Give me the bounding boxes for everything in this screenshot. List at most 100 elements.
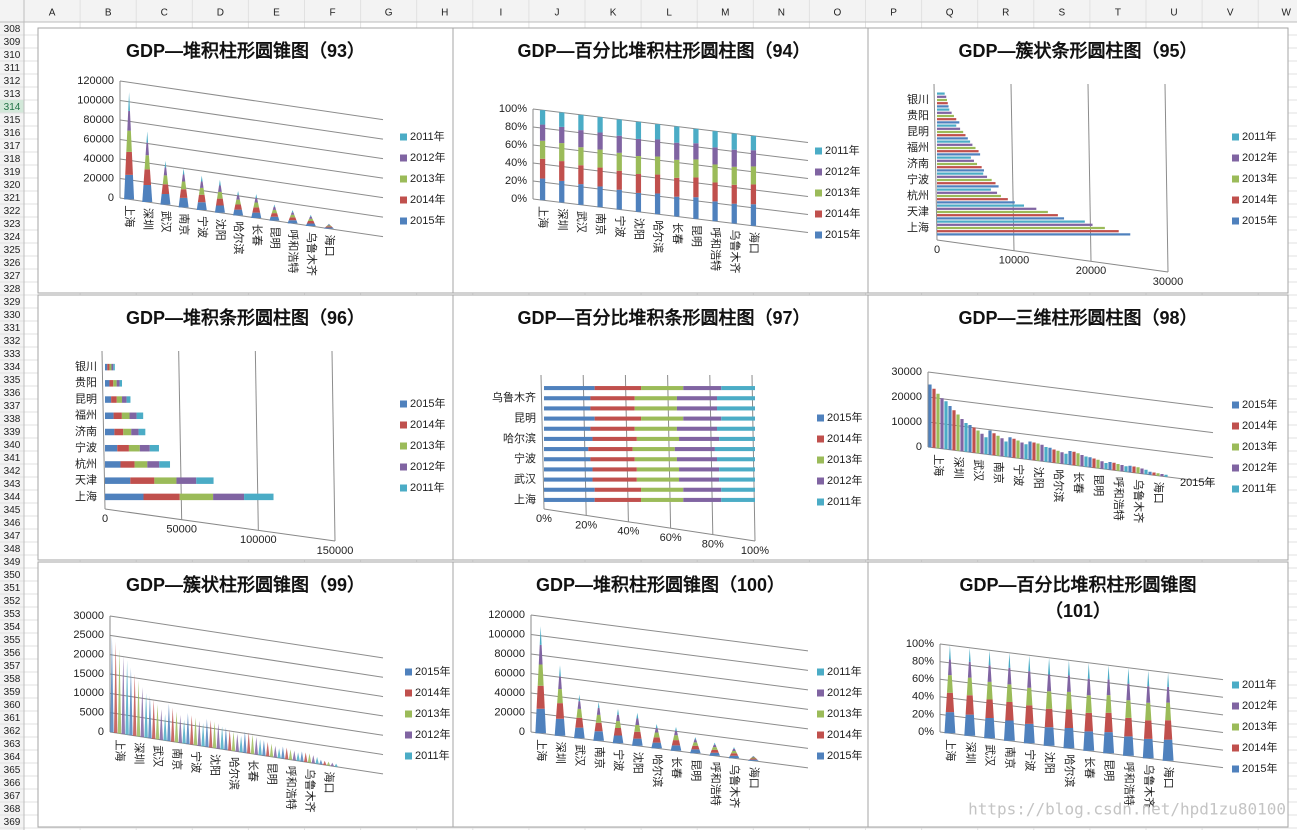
bar-segment <box>147 461 160 468</box>
cone-segment <box>968 647 971 662</box>
cone-segment <box>199 181 204 188</box>
cone-segment <box>985 699 994 719</box>
cone-segment <box>1122 736 1134 756</box>
y-tick-label: 武汉 <box>514 472 536 485</box>
bar <box>937 226 1105 230</box>
bar <box>1132 466 1136 473</box>
bar-segment <box>674 142 680 160</box>
cone <box>258 739 262 756</box>
cone <box>148 695 152 739</box>
cone <box>330 762 335 767</box>
bar-segment <box>578 147 584 166</box>
cone-segment <box>731 750 737 754</box>
cone-segment <box>1165 702 1172 721</box>
bar-segment <box>634 457 677 462</box>
bar-segment <box>120 461 135 468</box>
cone-segment <box>1026 687 1033 706</box>
bar-segment <box>693 197 699 219</box>
cone-segment <box>146 131 149 143</box>
legend-swatch <box>817 477 824 485</box>
bar <box>937 172 984 175</box>
legend-label: 2012年 <box>825 164 860 178</box>
bar <box>1056 450 1060 464</box>
cone-segment <box>674 730 678 736</box>
bar-segment <box>654 174 661 194</box>
bar-segment <box>123 428 132 436</box>
bar <box>1076 453 1080 466</box>
y-tick-label: 上海 <box>75 489 97 503</box>
legend-swatch <box>1232 196 1239 204</box>
chart-title: GDP—百分比堆积柱形圆柱图（94） <box>517 41 811 61</box>
bar <box>952 410 956 451</box>
bar-segment <box>714 447 755 452</box>
bar <box>1136 467 1140 474</box>
cone-segment <box>1027 671 1032 688</box>
legend-label: 2015年 <box>825 227 860 241</box>
column-letter: W <box>1282 8 1292 19</box>
legend-swatch <box>815 168 822 176</box>
legend-swatch <box>1232 702 1239 710</box>
x-tick-label: 0% <box>536 513 552 525</box>
y-tick-label: 80% <box>912 656 934 668</box>
bar-segment <box>717 406 755 411</box>
legend-label: 2014年 <box>1242 192 1277 206</box>
cone <box>277 748 281 758</box>
cone <box>167 703 171 742</box>
bar <box>1052 449 1056 463</box>
legend-swatch <box>1232 464 1239 472</box>
row-number: 318 <box>4 154 21 165</box>
bar <box>937 102 948 105</box>
y-tick-label: 40% <box>505 157 527 169</box>
y-tick-label: 20% <box>912 708 934 720</box>
cone-segment <box>1146 686 1151 703</box>
cone-segment <box>578 694 581 702</box>
row-number: 350 <box>4 570 21 581</box>
bar-segment <box>641 497 684 502</box>
legend-label: 2011年 <box>410 129 445 143</box>
bar <box>1072 451 1076 466</box>
x-tick-label: 海口 <box>1162 767 1176 789</box>
bar <box>937 210 1048 214</box>
cone <box>132 673 137 736</box>
legend-swatch <box>815 210 822 218</box>
x-tick-label: 武汉 <box>984 744 997 766</box>
bar <box>937 178 992 182</box>
row-number: 313 <box>4 89 21 100</box>
row-number: 360 <box>4 700 21 711</box>
bar <box>968 425 972 453</box>
bar-segment <box>674 177 680 197</box>
grid-line <box>540 374 545 510</box>
legend-swatch <box>1232 154 1239 162</box>
x-tick-label: 哈尔滨 <box>1052 469 1066 502</box>
cone-segment <box>1005 702 1014 721</box>
grid-line <box>119 158 384 199</box>
bar <box>1156 473 1160 476</box>
x-tick-label: 100% <box>741 545 769 557</box>
y-tick-label: 100000 <box>488 628 525 640</box>
bar-segment <box>111 363 114 371</box>
x-tick-label: 100000 <box>240 534 277 546</box>
cone-segment <box>196 202 207 210</box>
bar <box>1092 458 1096 468</box>
cone-segment <box>557 688 563 704</box>
grid-line <box>530 634 809 671</box>
bar <box>937 111 952 114</box>
bar-segment <box>636 477 680 482</box>
x-tick-label: 长春 <box>670 757 683 779</box>
row-number: 337 <box>4 401 21 412</box>
cone <box>110 635 114 733</box>
cone-segment <box>1065 691 1072 710</box>
bar <box>937 121 960 124</box>
grid-line <box>119 119 384 160</box>
chart-title: GDP—堆积柱形圆锥图（93） <box>125 41 366 61</box>
cone-segment <box>733 747 735 749</box>
column-letter: A <box>49 8 56 19</box>
grid-line <box>939 643 1224 681</box>
cone <box>113 641 118 733</box>
legend-label: 2014年 <box>825 206 860 220</box>
cone <box>186 713 190 744</box>
bar-segment <box>712 201 718 222</box>
cone <box>311 755 316 764</box>
row-number: 324 <box>4 232 21 243</box>
bar-segment <box>676 406 718 411</box>
